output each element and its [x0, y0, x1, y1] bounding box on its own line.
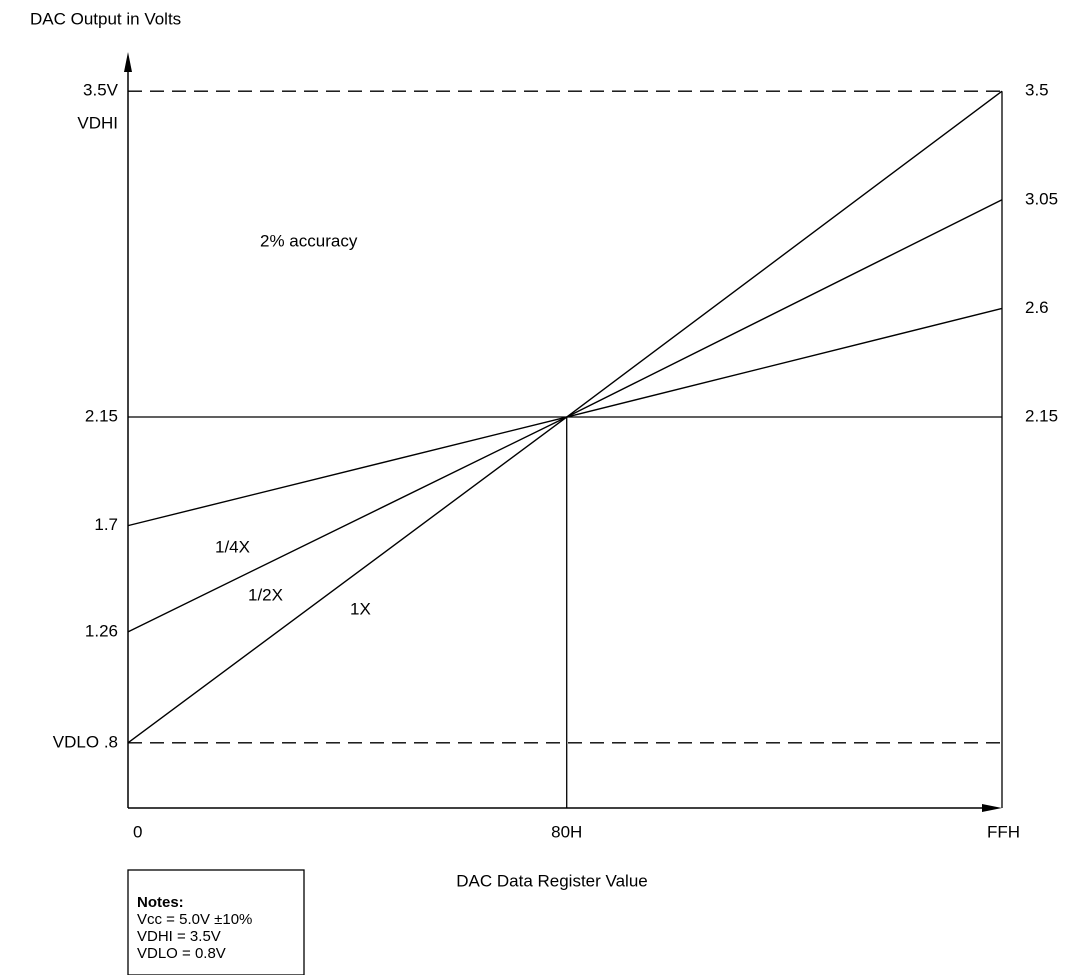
- y2-tick-label: 2.15: [1025, 407, 1058, 426]
- y2-tick-label: 2.6: [1025, 298, 1049, 317]
- y-tick-label: 2.15: [85, 407, 118, 426]
- y2-tick-label: 3.5: [1025, 81, 1049, 100]
- y2-tick-label: 3.05: [1025, 189, 1058, 208]
- y-tick-label: 1.7: [94, 515, 118, 534]
- series-line: [127, 199, 1003, 633]
- x-tick-label: 80H: [551, 822, 582, 841]
- note-line: VDHI = 3.5V: [137, 928, 221, 945]
- y-tick-label: VDLO .8: [53, 732, 118, 751]
- notes-title: Notes:: [137, 894, 184, 911]
- series-line: [127, 307, 1003, 527]
- notes-box: Notes: Vcc = 5.0V ±10% VDHI = 3.5V VDLO …: [127, 869, 305, 975]
- series-label: 1/4X: [215, 537, 250, 556]
- x-axis-arrow: [982, 804, 1002, 812]
- y-axis-arrow: [124, 52, 132, 72]
- note-line: VDLO = 0.8V: [137, 945, 226, 962]
- note-line: Vcc = 5.0V ±10%: [137, 911, 252, 928]
- y-axis-label: DAC Output in Volts: [30, 9, 181, 28]
- x-tick-label: 0: [133, 822, 142, 841]
- y-tick-label: 3.5V: [83, 81, 119, 100]
- y-tick-label: 1.26: [85, 621, 118, 640]
- annotation: 2% accuracy: [260, 231, 358, 250]
- x-tick-label: FFH: [987, 822, 1020, 841]
- x-axis-label: DAC Data Register Value: [456, 871, 648, 890]
- series-label: 1/2X: [248, 585, 283, 604]
- notes-frame: [127, 869, 305, 975]
- annotation: VDHI: [77, 113, 118, 132]
- series-label: 1X: [350, 599, 371, 618]
